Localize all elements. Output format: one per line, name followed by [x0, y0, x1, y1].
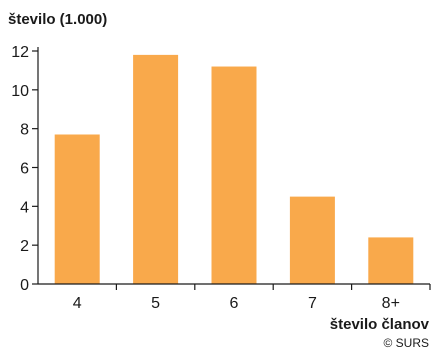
bar-6: [211, 66, 257, 285]
bar-8+: [368, 237, 414, 284]
bars: [54, 54, 414, 285]
x-tick-label: 5: [151, 295, 160, 312]
x-axis-title: število članov: [330, 316, 430, 333]
y-tick-label: 4: [20, 199, 29, 216]
bar-7: [289, 196, 335, 284]
y-tick-label: 8: [20, 122, 29, 139]
source-credit: © SURS: [383, 336, 429, 350]
y-axis-ticks: 0 2 4 6 8 10 12: [11, 44, 38, 294]
y-tick-label: 2: [20, 238, 29, 255]
x-tick-label: 4: [73, 295, 82, 312]
y-tick-label: 10: [11, 83, 29, 100]
x-tick-label: 7: [308, 295, 317, 312]
bar-4: [54, 134, 100, 284]
x-tick-label: 6: [230, 295, 239, 312]
x-axis-ticks: 4 5 6 7 8+: [73, 284, 431, 312]
y-tick-label: 6: [20, 161, 29, 178]
y-tick-label: 0: [20, 277, 29, 294]
x-tick-label: 8+: [382, 295, 400, 312]
y-axis-title: število (1.000): [8, 11, 107, 28]
bar-5: [133, 54, 179, 285]
y-tick-label: 12: [11, 44, 29, 61]
